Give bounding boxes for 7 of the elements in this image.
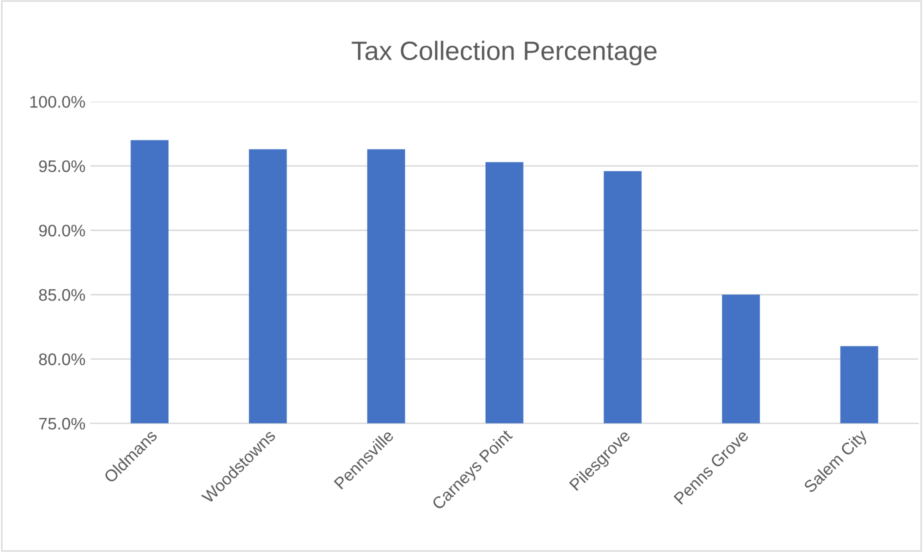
y-tick-label: 85.0% bbox=[39, 289, 85, 301]
chart-title: Tax Collection Percentage bbox=[352, 40, 657, 66]
y-tick-label: 80.0% bbox=[39, 353, 85, 366]
y-tick-label: 100.0% bbox=[30, 96, 86, 108]
y-tick-label: 90.0% bbox=[39, 224, 85, 236]
y-tick-label: 75.0% bbox=[39, 418, 85, 430]
y-tick-label: 95.0% bbox=[39, 160, 85, 172]
